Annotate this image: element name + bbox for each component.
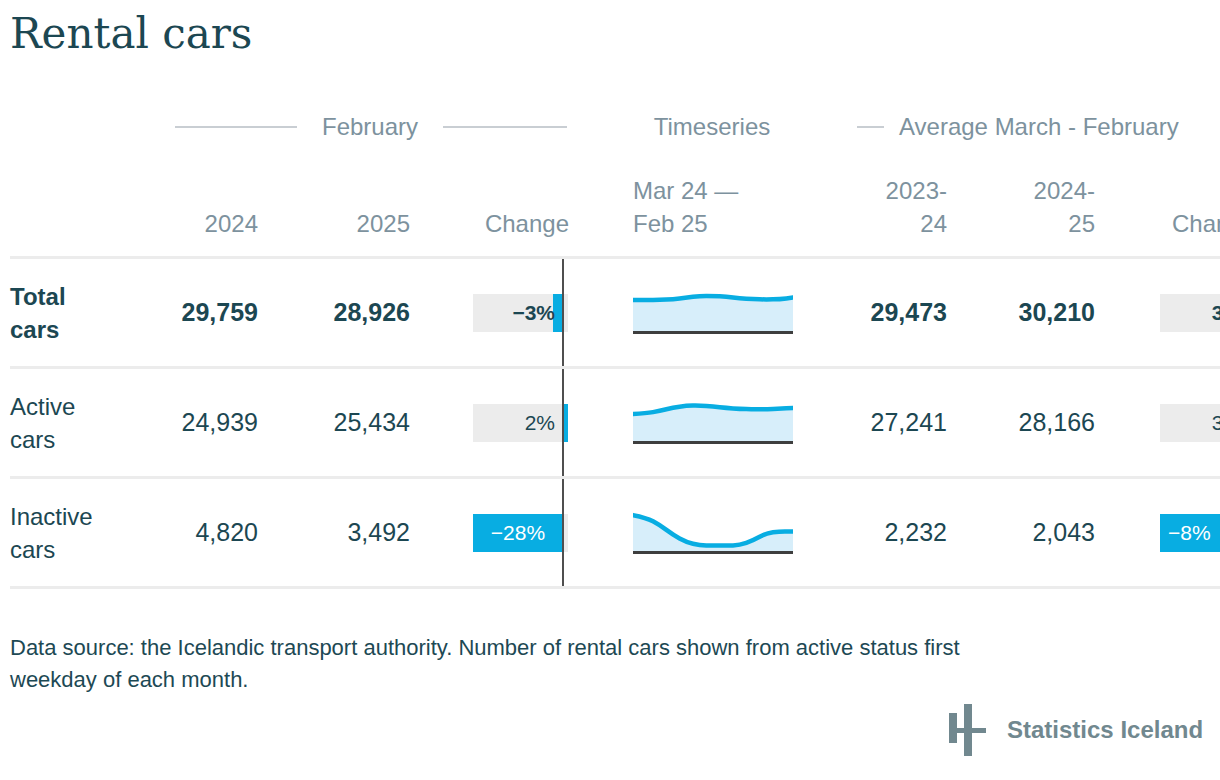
cell-avg-2023-24: 2,232 [820,479,947,586]
change-pill-avg: 3% [1160,294,1220,332]
sparkline-inactive-cars [633,511,793,557]
change-pill-feb: −3% [473,294,568,332]
table-bottom-border [10,586,1220,589]
row-label-total-cars: Total cars [10,259,140,366]
zero-axis-line [562,259,564,366]
logo-text: Statistics Iceland [1007,702,1203,758]
logo-mark-bar-horizontal [949,728,986,733]
sparkline-baseline [633,441,793,444]
column-header-avg-2024-25: 2024- 25 [970,172,1095,240]
cell-feb-2025: 28,926 [290,259,410,366]
column-header-timeseries-range: Mar 24 — Feb 25 [633,172,783,240]
change-value: −28% [473,514,563,552]
zero-axis-line [562,479,564,586]
group-line-left [175,126,297,128]
column-header-avg-2023-24: 2023- 24 [820,172,947,240]
cell-feb-2025: 3,492 [290,479,410,586]
change-value: −8% [1168,514,1211,552]
change-pill-avg: 3% [1160,404,1220,442]
cell-feb-2024: 4,820 [140,479,258,586]
source-note-line-2: weekday of each month. [10,664,248,696]
cell-feb-2024: 24,939 [140,369,258,476]
table-row-active-cars: Active cars 24,939 25,434 2% 27,241 28,1… [0,369,1220,476]
sparkline-baseline [633,331,793,334]
cell-avg-2023-24: 27,241 [820,369,947,476]
group-label-timeseries: Timeseries [632,112,792,142]
cell-avg-2024-25: 30,210 [970,259,1095,366]
group-label-february: February [302,112,438,142]
group-dash-average [857,126,884,128]
column-header-avg-change: Change [1172,172,1220,240]
sparkline-total-cars [633,291,793,337]
column-header-feb-2024: 2024 [140,172,258,240]
page-title: Rental cars [10,8,252,60]
sparkline-active-cars [633,401,793,447]
row-label-inactive-cars: Inactive cars [10,479,140,586]
cell-avg-2024-25: 2,043 [970,479,1095,586]
change-pill-avg: −8% [1160,514,1220,552]
cell-avg-2024-25: 28,166 [970,369,1095,476]
column-header-feb-change: Change [449,172,569,240]
source-note-line-1: Data source: the Icelandic transport aut… [10,632,960,664]
change-value: 2% [525,404,555,442]
change-value: −3% [512,294,555,332]
change-pill-feb: −28% [473,514,568,552]
change-value: 3% [1212,404,1220,442]
rental-cars-dashboard: Rental cars February Timeseries Average … [0,0,1220,780]
group-line-right [443,126,567,128]
group-label-average: Average March - February [899,112,1179,142]
cell-feb-2024: 29,759 [140,259,258,366]
zero-axis-line [562,369,564,476]
column-header-feb-2025: 2025 [290,172,410,240]
table-row-inactive-cars: Inactive cars 4,820 3,492 −28% 2,232 2,0… [0,479,1220,586]
change-pill-feb: 2% [473,404,568,442]
row-label-active-cars: Active cars [10,369,140,476]
change-value: 3% [1212,294,1220,332]
cell-avg-2023-24: 29,473 [820,259,947,366]
sparkline-baseline [633,551,793,554]
cell-feb-2025: 25,434 [290,369,410,476]
statistics-iceland-logo[interactable]: Statistics Iceland [947,702,1217,758]
table-row-total-cars: Total cars 29,759 28,926 −3% 29,473 30,2… [0,259,1220,366]
